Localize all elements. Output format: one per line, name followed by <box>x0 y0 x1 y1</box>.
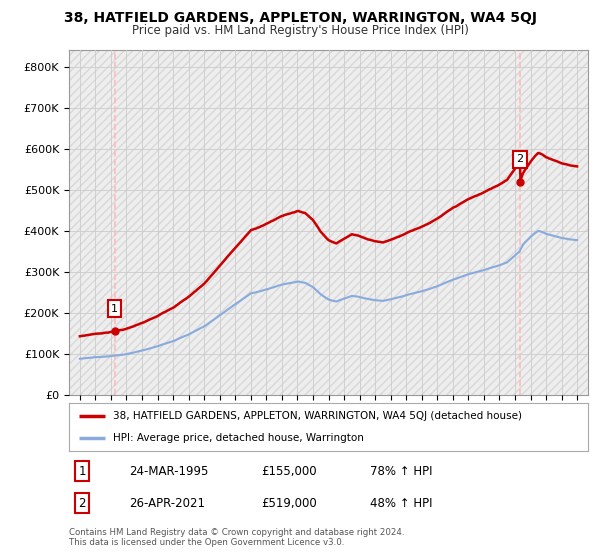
Text: 38, HATFIELD GARDENS, APPLETON, WARRINGTON, WA4 5QJ: 38, HATFIELD GARDENS, APPLETON, WARRINGT… <box>64 11 536 25</box>
Text: 26-APR-2021: 26-APR-2021 <box>128 497 205 510</box>
Text: 2: 2 <box>78 497 86 510</box>
Text: 1: 1 <box>111 304 118 314</box>
Text: Price paid vs. HM Land Registry's House Price Index (HPI): Price paid vs. HM Land Registry's House … <box>131 24 469 36</box>
Text: 48% ↑ HPI: 48% ↑ HPI <box>370 497 433 510</box>
Text: 1: 1 <box>78 465 86 478</box>
Text: £155,000: £155,000 <box>261 465 317 478</box>
Text: 2: 2 <box>517 155 524 165</box>
Text: 78% ↑ HPI: 78% ↑ HPI <box>370 465 433 478</box>
Text: Contains HM Land Registry data © Crown copyright and database right 2024.
This d: Contains HM Land Registry data © Crown c… <box>69 528 404 547</box>
Text: 38, HATFIELD GARDENS, APPLETON, WARRINGTON, WA4 5QJ (detached house): 38, HATFIELD GARDENS, APPLETON, WARRINGT… <box>113 411 522 421</box>
Text: £519,000: £519,000 <box>261 497 317 510</box>
Text: 24-MAR-1995: 24-MAR-1995 <box>128 465 208 478</box>
Text: HPI: Average price, detached house, Warrington: HPI: Average price, detached house, Warr… <box>113 433 364 443</box>
